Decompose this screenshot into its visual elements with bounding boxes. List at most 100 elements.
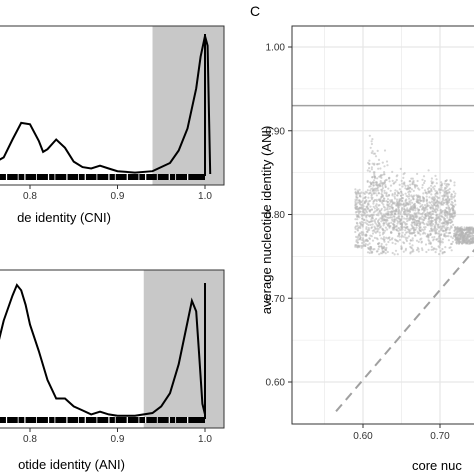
- scatter-point: [430, 193, 433, 196]
- scatter-point: [365, 234, 368, 237]
- y-axis-label: average nucleotide identity (ANI): [259, 126, 274, 315]
- scatter-point: [447, 235, 450, 238]
- rug-gap: [138, 174, 140, 180]
- scatter-points: [354, 134, 474, 256]
- rug-gap: [187, 174, 189, 180]
- scatter-point: [378, 234, 382, 237]
- scatter-point: [426, 205, 429, 208]
- scatter-point: [460, 228, 463, 231]
- scatter-point: [397, 212, 400, 215]
- scatter-point: [464, 242, 467, 245]
- scatter-point: [379, 217, 382, 220]
- scatter-point: [452, 205, 456, 208]
- scatter-point: [458, 241, 461, 244]
- scatter-point: [450, 215, 454, 218]
- scatter-point: [424, 215, 427, 218]
- scatter-point: [383, 218, 386, 221]
- scatter-point: [406, 226, 409, 229]
- scatter-point: [366, 239, 369, 242]
- scatter-point: [444, 199, 447, 202]
- rug-gap: [96, 417, 98, 423]
- scatter-point: [465, 237, 468, 240]
- scatter-point: [373, 198, 376, 202]
- panel-border: [291, 25, 474, 425]
- scatter-point: [386, 250, 389, 254]
- scatter-point: [415, 224, 418, 227]
- scatter-point: [435, 238, 438, 241]
- rug-gap: [156, 417, 158, 423]
- scatter-point: [384, 185, 387, 189]
- scatter-point: [354, 191, 357, 194]
- scatter-point: [422, 197, 425, 200]
- scatter-point: [368, 170, 371, 173]
- scatter-point: [387, 194, 391, 197]
- scatter-point: [391, 179, 394, 182]
- scatter-point: [419, 226, 422, 229]
- scatter-point: [369, 223, 372, 226]
- scatter-point: [438, 240, 441, 243]
- rug-gap: [47, 174, 50, 180]
- rug-gap: [5, 174, 8, 180]
- scatter-point: [400, 235, 403, 238]
- scatter-point: [453, 181, 456, 184]
- scatter-point: [436, 228, 439, 231]
- scatter-point: [444, 187, 448, 190]
- scatter-point: [454, 238, 457, 241]
- scatter-point: [376, 219, 380, 223]
- scatter-point: [360, 201, 363, 204]
- scatter-point: [381, 187, 384, 190]
- scatter-point: [447, 204, 450, 207]
- scatter-point: [418, 196, 421, 199]
- scatter-point: [358, 188, 361, 191]
- scatter-point: [450, 235, 453, 238]
- scatter-point: [439, 241, 442, 244]
- scatter-point: [400, 223, 403, 226]
- rug-gap: [78, 417, 79, 423]
- scatter-point: [450, 225, 453, 228]
- rug-band: [0, 417, 205, 423]
- scatter-point: [411, 206, 414, 209]
- scatter-point: [367, 196, 370, 199]
- identity-line: [335, 248, 474, 412]
- scatter-point: [410, 199, 413, 202]
- scatter-point: [387, 187, 390, 190]
- scatter-point: [412, 197, 415, 200]
- scatter-point: [377, 192, 381, 195]
- scatter-point: [392, 215, 395, 218]
- scatter-point: [408, 193, 411, 196]
- scatter-point: [450, 218, 453, 221]
- scatter-point: [400, 179, 403, 182]
- scatter-point: [402, 176, 405, 179]
- scatter-point: [389, 184, 393, 187]
- scatter-point: [422, 231, 425, 234]
- scatter-point: [391, 207, 394, 210]
- scatter-point: [387, 214, 390, 217]
- rug-gap: [17, 417, 19, 423]
- scatter-point: [414, 186, 417, 189]
- scatter-point: [369, 146, 372, 149]
- scatter-point: [433, 247, 436, 250]
- scatter-point: [446, 202, 449, 205]
- scatter-point: [389, 189, 392, 192]
- scatter-point: [373, 152, 377, 155]
- scatter-point: [376, 230, 379, 233]
- scatter-point: [354, 211, 357, 214]
- scatter-point: [373, 236, 376, 239]
- rug-gap: [47, 417, 50, 423]
- scatter-point: [424, 204, 427, 207]
- scatter-point: [417, 250, 420, 253]
- scatter-point: [461, 231, 464, 234]
- scatter-point: [442, 197, 445, 200]
- scatter-point: [375, 203, 378, 206]
- scatter-point: [451, 237, 454, 240]
- scatter-point: [401, 185, 404, 188]
- scatter-point: [413, 215, 416, 218]
- scatter-point: [424, 217, 427, 220]
- rug-gap: [156, 174, 158, 180]
- scatter-point: [409, 203, 412, 206]
- scatter-point: [447, 199, 450, 202]
- scatter-point: [378, 231, 381, 234]
- scatter-point: [370, 168, 373, 171]
- scatter-point: [374, 222, 377, 225]
